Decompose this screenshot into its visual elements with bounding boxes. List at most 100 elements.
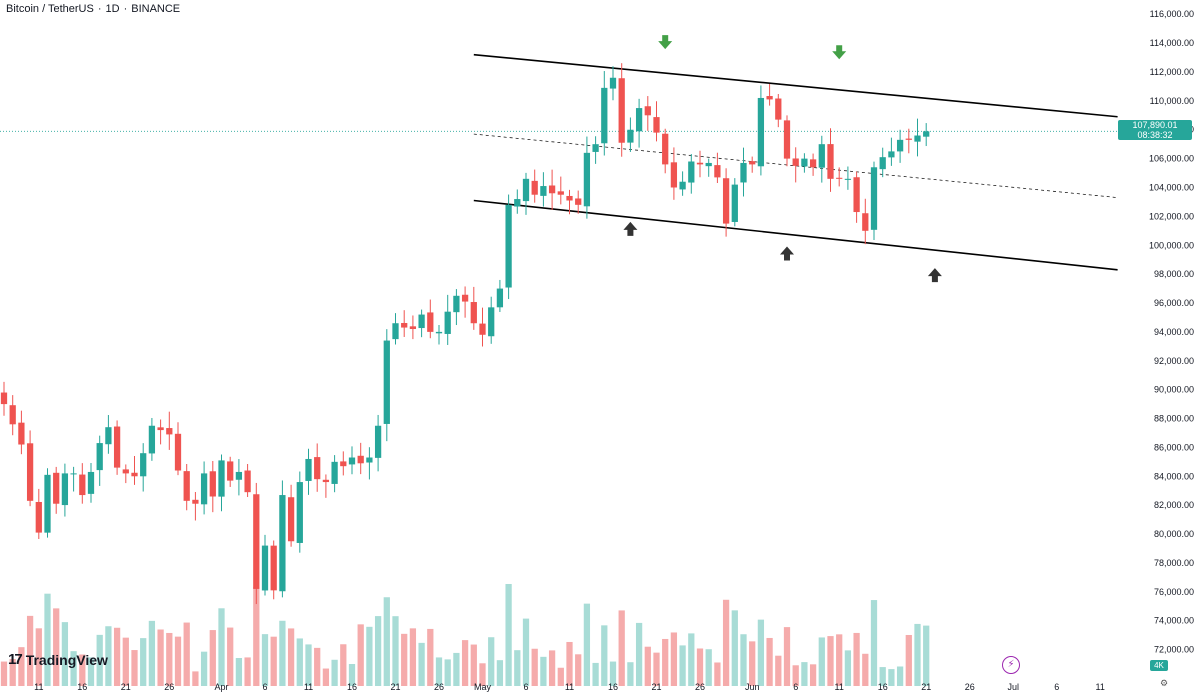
volume-bar	[540, 656, 547, 686]
candle-body	[775, 98, 782, 120]
candle-body	[383, 340, 390, 424]
candle-body	[174, 433, 182, 471]
candle-body	[870, 167, 878, 230]
last-price-tag: 107,890.01 08:38:32	[1118, 120, 1192, 140]
candle	[435, 324, 443, 345]
candle	[635, 98, 643, 148]
candle-body	[157, 427, 164, 431]
candle	[140, 443, 147, 492]
candle	[235, 459, 243, 496]
candle	[705, 158, 712, 177]
arrow-up-icon[interactable]	[623, 221, 638, 236]
candle	[870, 161, 878, 241]
volume-bar	[627, 662, 634, 686]
candle	[105, 415, 112, 454]
volume-bar	[200, 651, 208, 686]
volume-bar	[461, 640, 469, 686]
candle-body	[357, 455, 364, 464]
candle-body	[61, 473, 69, 506]
candle	[87, 463, 95, 503]
candle	[122, 464, 129, 484]
arrow-up-icon[interactable]	[927, 268, 942, 283]
arrow-markers	[623, 35, 942, 283]
candle-body	[9, 405, 16, 425]
volume-bar	[792, 665, 799, 686]
candle-body	[853, 177, 860, 213]
volume-bar	[0, 661, 8, 686]
candle	[18, 410, 25, 455]
arrow-up-icon[interactable]	[780, 246, 794, 261]
candle-body	[792, 158, 799, 166]
candle	[740, 147, 747, 197]
candle	[609, 66, 617, 101]
volume-bar	[192, 671, 199, 686]
interval-label[interactable]: 1D	[105, 3, 120, 15]
time-axis[interactable]: 11 16 21 26 Apr 6 11 16 21 26 May 6 11 16 21 26 Jun 6 11 16…	[34, 682, 1105, 692]
bar-countdown: 08:38:32	[1137, 130, 1173, 140]
channel-line-upper[interactable]	[473, 53, 1118, 118]
candle-body	[296, 482, 303, 543]
symbol-name[interactable]: Bitcoin / TetherUS	[6, 3, 94, 15]
volume-bar	[575, 654, 582, 686]
volume-bar	[87, 657, 95, 686]
candle	[35, 488, 42, 539]
candle-body	[0, 392, 8, 405]
time-tick-label: 11	[565, 682, 574, 692]
candle	[418, 309, 425, 338]
price-tick-label: 106,000.00	[1149, 154, 1194, 164]
candle-body	[688, 161, 695, 183]
price-axis[interactable]: 72,000.00 74,000.00 76,000.00 78,000.00 80,0…	[1149, 9, 1194, 654]
time-tick-label: 21	[121, 682, 131, 692]
candle-body	[522, 178, 530, 202]
volume-bar	[305, 644, 312, 686]
time-tick-label: 26	[164, 682, 174, 692]
candle-body	[209, 471, 216, 497]
candle-body	[183, 471, 190, 501]
candle	[44, 468, 51, 538]
candle-body	[305, 458, 312, 481]
lightning-icon[interactable]: ⚡	[1002, 656, 1020, 674]
volume-bar	[853, 632, 860, 686]
candle-body	[731, 184, 738, 222]
volume-bar	[670, 632, 678, 686]
time-tick-label: 16	[77, 682, 87, 692]
candle-body	[627, 129, 634, 143]
candle-body	[35, 501, 42, 533]
volume-bar	[888, 669, 895, 686]
candle	[566, 189, 573, 215]
candle	[174, 422, 182, 476]
candle	[148, 417, 156, 461]
channel-line-lower[interactable]	[473, 199, 1118, 271]
arrow-down-icon[interactable]	[658, 35, 673, 50]
volume-bar	[435, 657, 443, 686]
volume-bar	[679, 645, 686, 686]
candle	[505, 194, 512, 300]
time-tick-label: 11	[835, 682, 844, 692]
settings-gear-icon[interactable]: ⚙	[1160, 678, 1169, 688]
price-tick-label: 88,000.00	[1154, 414, 1194, 424]
candle-body	[740, 162, 747, 183]
arrow-down-icon[interactable]	[832, 45, 847, 60]
candle	[923, 123, 930, 147]
volume-bar	[914, 623, 921, 686]
candle-body	[618, 78, 625, 143]
volume-bar	[96, 634, 103, 686]
candle	[601, 71, 608, 156]
candle-body	[470, 302, 477, 324]
price-tick-label: 82,000.00	[1154, 500, 1194, 510]
volume-bar	[61, 622, 69, 686]
candle-body	[70, 473, 77, 475]
volume-bar	[166, 632, 173, 686]
candle	[296, 471, 303, 553]
candle-body	[566, 195, 573, 201]
tradingview-logo[interactable]: 17 TradingView	[8, 651, 108, 668]
volume-bar	[392, 616, 399, 686]
volume-bar	[122, 637, 129, 686]
time-tick-label: 26	[434, 682, 444, 692]
candle	[644, 96, 651, 131]
candle-body	[44, 474, 51, 533]
price-tick-label: 112,000.00	[1150, 67, 1194, 77]
volume-bar	[818, 637, 825, 686]
candle	[775, 94, 782, 128]
